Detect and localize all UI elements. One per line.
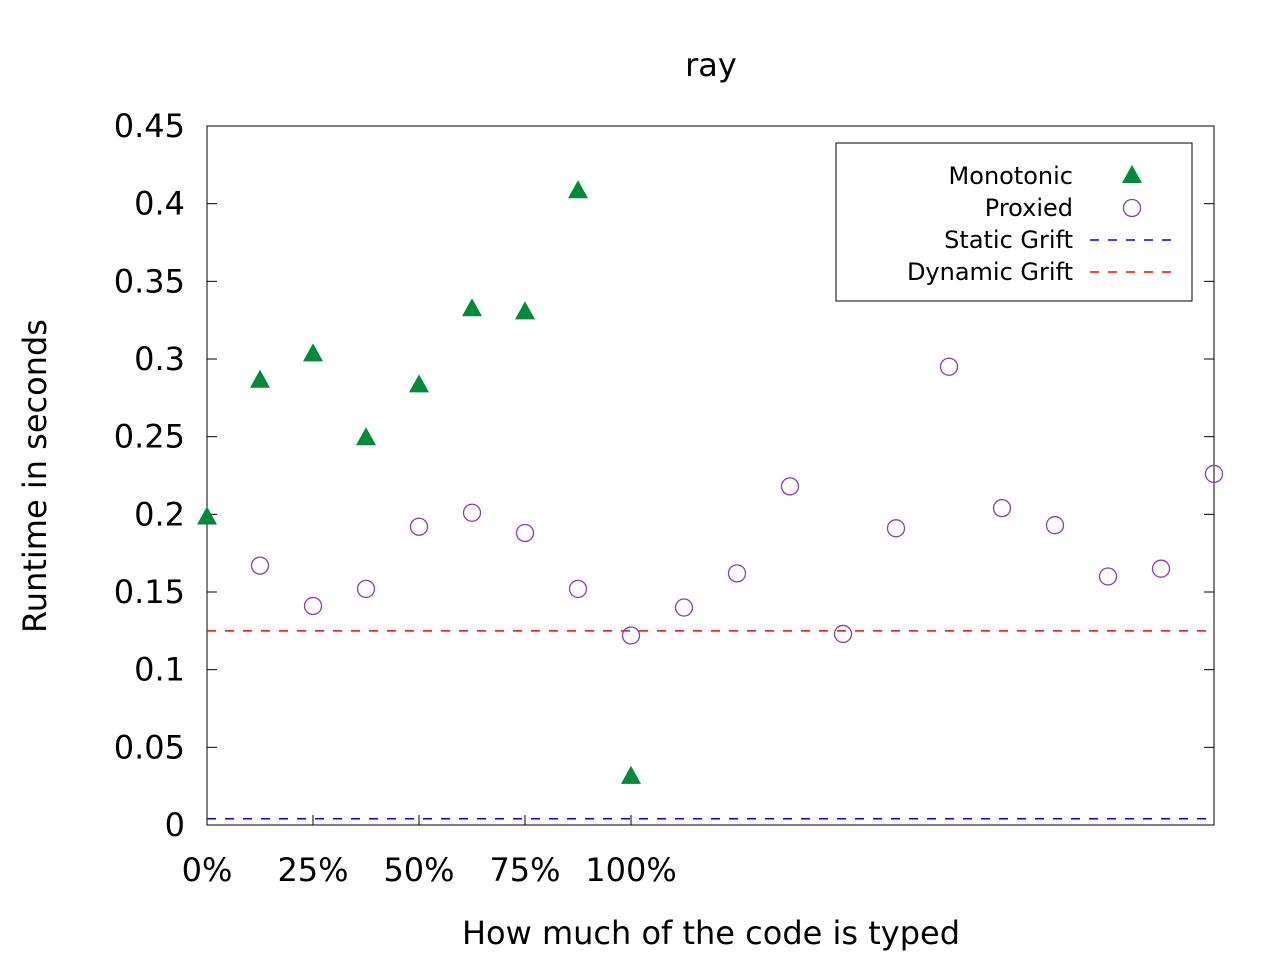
proxied-point: [303, 596, 323, 616]
monotonic-point: [250, 369, 270, 388]
x-axis: 0% 25% 50% 75% 100%: [182, 815, 677, 889]
monotonic-point: [197, 506, 217, 525]
proxied-point: [1045, 516, 1065, 535]
proxied-point: [1151, 559, 1171, 578]
y-tick-label: 0.25: [114, 418, 185, 456]
monotonic-point: [515, 301, 535, 320]
x-tick-label: 100%: [585, 851, 676, 889]
proxied-point: [462, 503, 482, 522]
legend-label: Proxied: [985, 194, 1073, 222]
proxied-point: [621, 626, 641, 645]
y-tick-label: 0.2: [134, 495, 185, 533]
chart-title: ray: [685, 46, 737, 84]
legend-label: Static Grift: [944, 226, 1073, 254]
proxied-point: [992, 498, 1012, 518]
legend-label: Dynamic Grift: [907, 258, 1073, 286]
proxied-point: [886, 519, 906, 538]
y-tick-label: 0: [165, 806, 185, 844]
monotonic-point: [303, 343, 323, 362]
y-tick-label: 0.05: [114, 728, 185, 766]
proxied-point: [250, 556, 270, 575]
proxied-point: [833, 624, 853, 644]
monotonic-point: [356, 427, 376, 446]
y-tick-label: 0.3: [134, 340, 185, 378]
x-tick-label: 0%: [182, 851, 233, 889]
y-axis-title: Runtime in seconds: [16, 319, 54, 633]
proxied-point: [674, 598, 694, 617]
proxied-point: [1098, 567, 1118, 586]
legend-label: Monotonic: [949, 162, 1073, 190]
proxied-point: [515, 523, 535, 543]
x-tick-label: 25%: [277, 851, 348, 889]
proxied-point: [939, 357, 959, 376]
x-tick-label: 75%: [489, 851, 560, 889]
proxied-point: [780, 477, 800, 496]
y-axis: 0 0.05 0.1 0.15 0.2 0.25 0.3 0.35 0.4 0.45: [114, 107, 1214, 844]
x-axis-title: How much of the code is typed: [462, 914, 960, 952]
legend-sample-monotonic: [1122, 165, 1142, 183]
y-tick-label: 0.45: [114, 107, 185, 145]
monotonic-point: [409, 374, 429, 393]
proxied-point: [409, 517, 429, 536]
y-tick-label: 0.15: [114, 573, 185, 611]
monotonic-point: [621, 765, 641, 784]
proxied-point: [568, 579, 588, 599]
legend: Monotonic Proxied Static Grift Dynamic Grif…: [835, 142, 1193, 302]
proxied-point: [727, 564, 747, 583]
proxied-point: [356, 579, 376, 599]
y-tick-label: 0.4: [134, 185, 185, 223]
y-tick-label: 0.1: [134, 651, 185, 689]
plot-frame: [206, 125, 1215, 826]
x-tick-label: 50%: [383, 851, 454, 889]
data-points: [197, 180, 1224, 784]
monotonic-point: [568, 180, 588, 199]
monotonic-point: [462, 298, 482, 317]
y-tick-label: 0.35: [114, 262, 185, 300]
reference-lines: [207, 630, 1214, 820]
proxied-point: [1204, 464, 1224, 484]
legend-sample-proxied: [1122, 198, 1142, 218]
